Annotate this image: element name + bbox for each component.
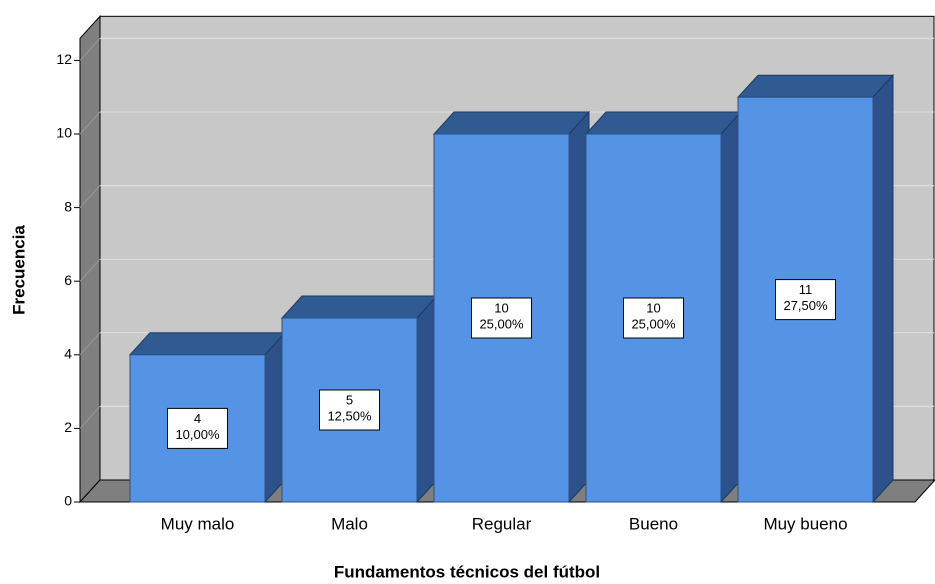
data-label-box bbox=[167, 407, 228, 449]
data-label-percent: 12,50% bbox=[327, 408, 372, 423]
grid-line bbox=[79, 185, 101, 208]
bar-side bbox=[872, 73, 894, 504]
y-axis-title: Frecuencia bbox=[9, 225, 28, 315]
data-label-count: 10 bbox=[494, 300, 508, 315]
y-tick-label: 6 bbox=[64, 272, 72, 288]
side-wall bbox=[79, 15, 101, 504]
data-label-percent: 25,00% bbox=[479, 316, 524, 331]
data-label-percent: 27,50% bbox=[783, 298, 828, 313]
y-tick-label: 12 bbox=[56, 51, 72, 67]
y-tick-label: 10 bbox=[56, 125, 72, 141]
grid-line bbox=[79, 258, 101, 282]
data-label-box bbox=[623, 297, 684, 339]
x-tick-label: Malo bbox=[331, 514, 368, 533]
x-tick-label: Bueno bbox=[629, 514, 678, 533]
data-label-percent: 10,00% bbox=[175, 427, 220, 442]
x-tick-label: Muy malo bbox=[161, 514, 235, 533]
grid-line bbox=[79, 111, 101, 135]
grid-line bbox=[79, 332, 101, 356]
data-label-percent: 25,00% bbox=[631, 316, 676, 331]
data-label-count: 10 bbox=[646, 300, 660, 315]
bar-top bbox=[584, 111, 743, 135]
data-label-box bbox=[319, 389, 380, 431]
x-tick-label: Regular bbox=[472, 514, 532, 533]
bar-top bbox=[280, 295, 439, 319]
bar-top bbox=[128, 332, 287, 356]
bar bbox=[736, 73, 895, 504]
data-label-count: 11 bbox=[799, 282, 813, 297]
data-label-count: 5 bbox=[346, 392, 353, 407]
x-tick-label: Muy bueno bbox=[763, 514, 847, 533]
x-axis-title: Fundamentos técnicos del fútbol bbox=[334, 562, 600, 581]
data-label-box bbox=[471, 297, 532, 339]
grid-line bbox=[79, 38, 101, 61]
y-tick-label: 0 bbox=[64, 493, 72, 509]
bar-top bbox=[432, 111, 591, 135]
y-tick-label: 2 bbox=[64, 419, 72, 435]
y-tick-label: 4 bbox=[64, 346, 72, 362]
grid-line bbox=[79, 406, 101, 429]
data-label-count: 4 bbox=[194, 411, 201, 426]
bar-top bbox=[736, 74, 895, 98]
y-tick-label: 8 bbox=[64, 198, 72, 214]
data-label-box bbox=[775, 279, 836, 321]
